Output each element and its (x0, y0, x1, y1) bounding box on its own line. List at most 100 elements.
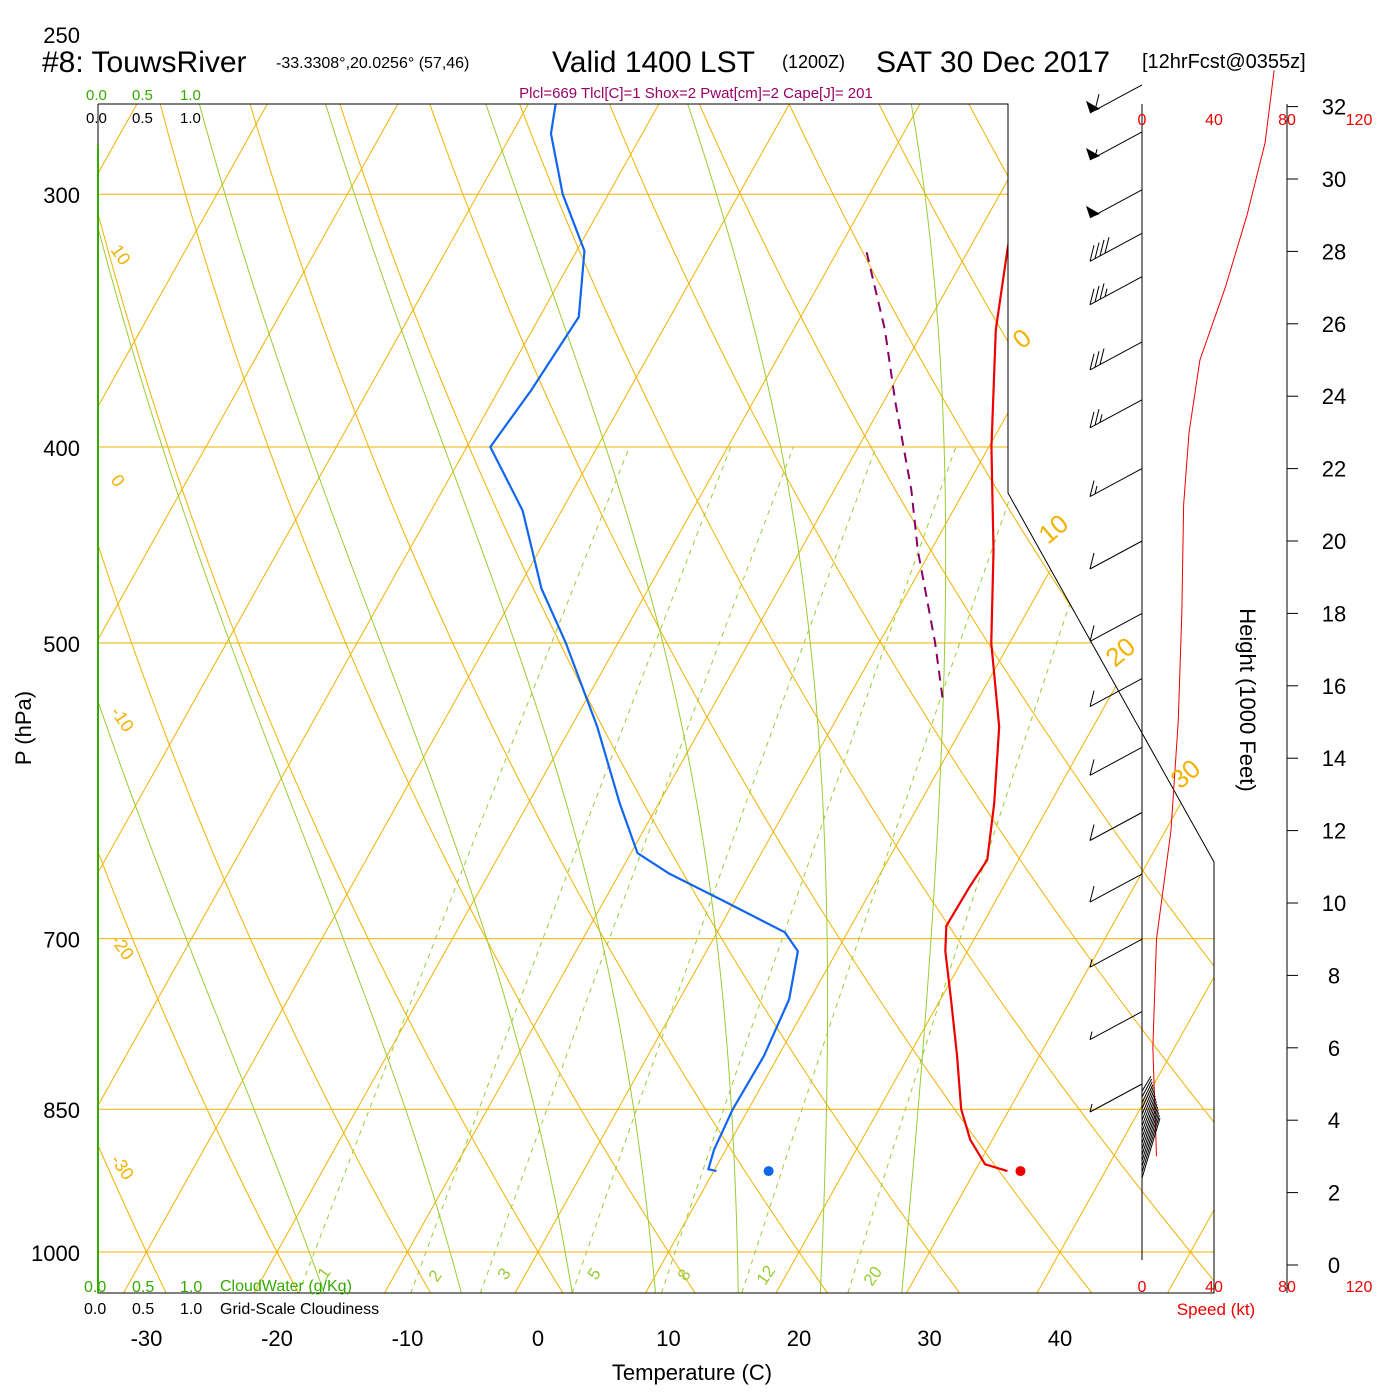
mixing-ratio-label: 5 (584, 1265, 605, 1284)
dry-adiabat-line (98, 104, 470, 1293)
x-axis-title: Temperature (C) (612, 1360, 772, 1385)
mixing-ratio-line (826, 446, 1123, 1293)
wind-barb-staff (1089, 540, 1143, 570)
wind-barb-staff (1141, 1101, 1157, 1144)
wind-barb-feather (1094, 351, 1100, 368)
pressure-tick-label: 850 (43, 1098, 80, 1123)
wind-barb-feather (1094, 408, 1100, 426)
wind-barb-feather (1094, 285, 1100, 303)
height-tick-label: 16 (1322, 674, 1346, 699)
mixing-ratio-line (548, 446, 877, 1293)
speed-tick: 40 (1205, 1279, 1223, 1296)
isotherm-line (98, 104, 850, 1293)
mixing-ratio-line (385, 446, 732, 1293)
moist-adiabat-line (98, 104, 348, 1293)
wind-barb-feather (1104, 237, 1110, 254)
wind-barb-staff (1141, 1078, 1153, 1098)
wind-barb-feather (1089, 885, 1095, 903)
pressure-tick-label: 500 (43, 632, 80, 657)
speed-scale: 0 40 80 120 0 40 80 120 Speed (kt) (1138, 112, 1373, 1319)
speed-tick: 120 (1346, 1279, 1373, 1296)
cloudiness-tick: 0.0 (84, 1301, 106, 1318)
isotherm-line (98, 104, 719, 1293)
isotherm-line (868, 104, 1214, 1293)
wind-barb-feather (1089, 288, 1095, 305)
pressure-tick-label: 1000 (31, 1241, 80, 1266)
chart-border (97, 103, 1215, 1294)
wind-barb-flag (1086, 100, 1100, 113)
wind-barb-feather (1089, 824, 1095, 841)
parcel-line (865, 250, 944, 698)
height-tick-label: 14 (1322, 746, 1346, 771)
moist-adiabat-line (889, 104, 947, 1293)
isotherm-line (98, 104, 458, 1293)
cloud-scale-bottom: 0.0 0.5 1.0 CloudWater (g/Kg) 0.0 0.5 1.… (84, 1278, 379, 1318)
frame (97, 103, 1215, 1294)
wind-barb-feather (1089, 690, 1095, 707)
height-tick-label: 28 (1322, 239, 1346, 264)
moist-adiabat-line (293, 104, 662, 1293)
valid-date: SAT 30 Dec 2017 (876, 46, 1110, 79)
x-tick-label: -20 (261, 1326, 293, 1351)
surface-temperature-marker (1015, 1166, 1026, 1177)
wind-barb-feather (1089, 353, 1095, 371)
wind-panel (1086, 70, 1275, 1260)
pressure-tick-label: 700 (43, 928, 80, 953)
forecast-info: [12hrFcst@0355z] (1142, 51, 1306, 73)
wind-barb-staff (1089, 812, 1143, 841)
wind-barb-feather (1099, 283, 1105, 300)
isotherm-line (477, 104, 1214, 1293)
x-tick-label: 40 (1048, 1326, 1072, 1351)
wind-barb-staff (1141, 1112, 1160, 1167)
isotherm-label: -30 (107, 1151, 138, 1184)
cloud-water-tick: 0.0 (84, 1279, 106, 1296)
wind-barb-staff (1141, 1106, 1159, 1156)
wind-barb-feather (1089, 480, 1095, 497)
cloudiness-label: Grid-Scale Cloudiness (220, 1301, 379, 1318)
wind-barb-feather (1089, 411, 1095, 428)
height-tick-label: 0 (1328, 1253, 1340, 1278)
dry-adiabat-line (306, 104, 1011, 1293)
wind-barb-feather (1089, 245, 1095, 262)
wind-barb-flag (1086, 205, 1100, 218)
wind-barb-flag (1086, 147, 1100, 160)
wind-barb-staff (1141, 1075, 1152, 1092)
station-title: #8: TouwsRiver (42, 46, 247, 79)
wind-barb-staff (1141, 1081, 1153, 1104)
isotherm-label: 30 (1165, 753, 1206, 795)
cloud-water-tick: 1.0 (180, 1279, 202, 1296)
sounding-params: Plcl=669 Tlcl[C]=1 Shox=2 Pwat[cm]=2 Cap… (519, 85, 873, 102)
cloud-water-tick: 1.0 (180, 87, 201, 104)
height-tick-label: 24 (1322, 384, 1346, 409)
isotherm-label: -10 (107, 703, 138, 736)
speed-tick: 120 (1346, 112, 1373, 129)
x-tick-label: -30 (131, 1326, 163, 1351)
wind-barb-feather (1089, 1031, 1093, 1040)
wind-barb-staff (1141, 1115, 1160, 1173)
wind-barb-feather (1089, 959, 1093, 968)
wind-barb-staff (1089, 1083, 1143, 1113)
speed-tick: 0 (1138, 112, 1147, 129)
isotherm-label: -20 (107, 931, 138, 964)
isotherm-label: 0 (1007, 322, 1037, 354)
wind-barb-staff (1089, 399, 1143, 429)
mixing-ratio-label: 3 (494, 1265, 515, 1284)
moist-adiabat-line (171, 104, 583, 1293)
cloud-water-label: CloudWater (g/Kg) (220, 1278, 352, 1295)
wind-barb-feather (1094, 149, 1098, 158)
station-coords: -33.3308°,20.0256° (57,46) (276, 55, 469, 72)
wind-barb-staff (1141, 1104, 1158, 1150)
dry-adiabat-line (566, 104, 1214, 1293)
mixing-ratio-label: 2 (425, 1267, 446, 1286)
speed-label: Speed (kt) (1177, 1300, 1255, 1319)
wind-barb-staff (1141, 1098, 1157, 1138)
wind-barb-staff (1141, 1095, 1156, 1132)
wind-barb-staff (1141, 1087, 1154, 1115)
height-tick-label: 26 (1322, 312, 1346, 337)
dry-adiabat-line (393, 104, 1146, 1293)
wind-barb-feather (1089, 759, 1095, 776)
moist-adiabat-line (651, 104, 829, 1293)
wind-barb-staff (1089, 678, 1143, 708)
wind-barb-staff (1089, 612, 1143, 642)
